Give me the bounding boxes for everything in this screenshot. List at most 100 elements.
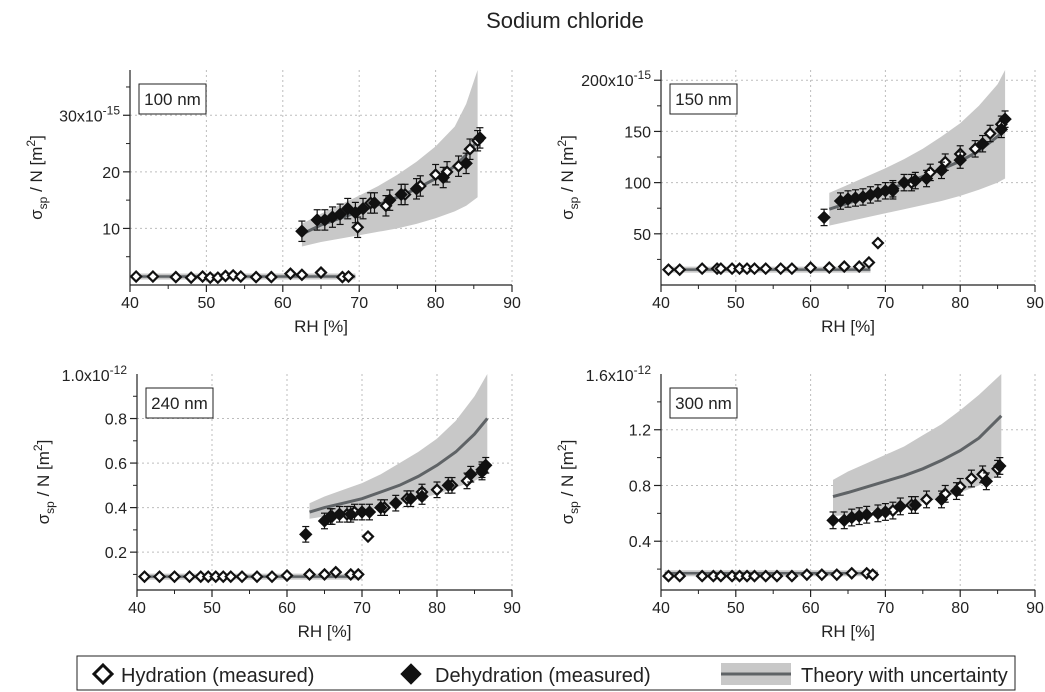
dehydration-point [859,508,874,522]
hydration-point [184,271,198,285]
dehydration-point [953,153,967,167]
hydration-point [430,483,444,497]
x-tick-label: 90 [503,295,521,312]
dehydration-point [415,489,429,504]
hydration-point [280,568,294,583]
hydration-point [351,567,365,581]
x-tick-label: 80 [427,295,445,312]
dehydration-point [374,500,388,515]
theory-line [832,414,1003,499]
size-label-box [138,83,207,115]
y-tick-label: 100 [624,176,651,193]
dehydration-point [436,170,450,185]
hydration-point [964,471,978,486]
y-tick-label: 20 [102,165,120,182]
x-tick-label: 70 [350,295,368,312]
x-tick-label: 80 [951,295,969,312]
x-tick-label: 60 [802,295,820,312]
theory-line [309,417,489,514]
y-scale-label: 30x10-15 [59,103,120,125]
hydration-point [169,270,183,284]
dehydration-point [826,513,840,528]
legend-theory: Theory with uncertainty [721,663,1008,687]
dehydration-point [394,187,408,202]
dehydration-point [299,527,313,542]
y-axis-label: σsp / N [m2] [555,135,581,220]
hydration-point [714,262,728,276]
hydration-point [295,268,309,282]
hydration-point [329,565,343,579]
x-tick-label: 60 [278,600,296,617]
hydration-point [673,569,687,583]
hydration-point [983,126,997,141]
x-axis-label: RH [%] [821,317,875,336]
x-tick-label: 90 [503,600,521,617]
dehydration-point [878,505,893,519]
hydration-point [747,569,762,583]
hydration-point [249,270,263,284]
x-tick-label: 70 [877,600,895,617]
y-axis-label: σsp / N [m2] [24,135,50,220]
hydration-point [695,262,709,276]
size-label: 100 nm [144,90,201,109]
y-tick-label: 1.2 [629,423,651,440]
y-tick-label: 150 [624,124,651,141]
hydration-point [866,568,880,582]
dehydration-point [459,156,473,171]
hydration-point [695,569,709,583]
hydration-point [302,567,317,581]
dehydration-point [383,193,397,207]
hydration-point [968,142,982,156]
dehydration-point [367,196,382,210]
hydration-point [785,262,799,276]
y-tick-label: 0.4 [629,534,651,551]
dehydration-point [934,163,949,178]
dehydration-point [409,182,424,196]
hydration-point [800,568,814,582]
dehydration-point [934,492,949,507]
dehydration-point [979,474,994,489]
hydration-point [837,260,851,274]
dehydration-point [886,182,900,196]
legend: Hydration (measured) Dehydration (measur… [76,655,1016,691]
hydration-point [226,268,240,282]
hydration-point [759,262,773,276]
x-tick-label: 70 [877,295,895,312]
hydration-point [830,568,844,582]
y-tick-label: 0.2 [105,545,127,562]
x-tick-label: 60 [274,295,292,312]
hydration-point [871,236,885,250]
hydration-point [250,570,264,584]
dehydration-point [919,171,934,186]
legend-dehydration-marker [400,663,422,685]
hydration-point [822,261,836,275]
hydration-point [361,530,375,544]
figure-title: Sodium chloride [486,8,644,33]
dehydration-point [817,210,831,225]
hydration-point [815,568,829,582]
uncertainty-band [833,374,1002,517]
legend-hydration-marker [91,662,115,686]
dehydration-point [908,173,923,188]
x-tick-label: 50 [727,600,745,617]
size-label-box [669,387,738,419]
dehydration-point [464,467,478,481]
hydration-point [845,566,859,580]
hydration-point [314,265,328,280]
dehydration-point [441,478,455,493]
y-axis-label: σsp / N [m2] [31,440,57,525]
y-scale-label: 200x10-15 [581,68,651,90]
hydration-point [152,570,167,584]
x-tick-label: 50 [727,295,745,312]
hydration-point [804,261,818,275]
hydration-point [785,569,799,583]
x-tick-label: 40 [121,295,139,312]
hydration-point [137,570,152,584]
legend-theory-label: Theory with uncertainty [801,665,1008,687]
dehydration-point [975,137,990,151]
x-tick-label: 40 [128,600,146,617]
x-axis-label: RH [%] [294,317,348,336]
hydration-point [852,260,866,274]
hydration-point [759,569,773,583]
chart-240nm: 40 50 60 70 80 90 0.2 0.4 0.6 0.8 1.0x10-12 240 nm R… [31,363,521,641]
